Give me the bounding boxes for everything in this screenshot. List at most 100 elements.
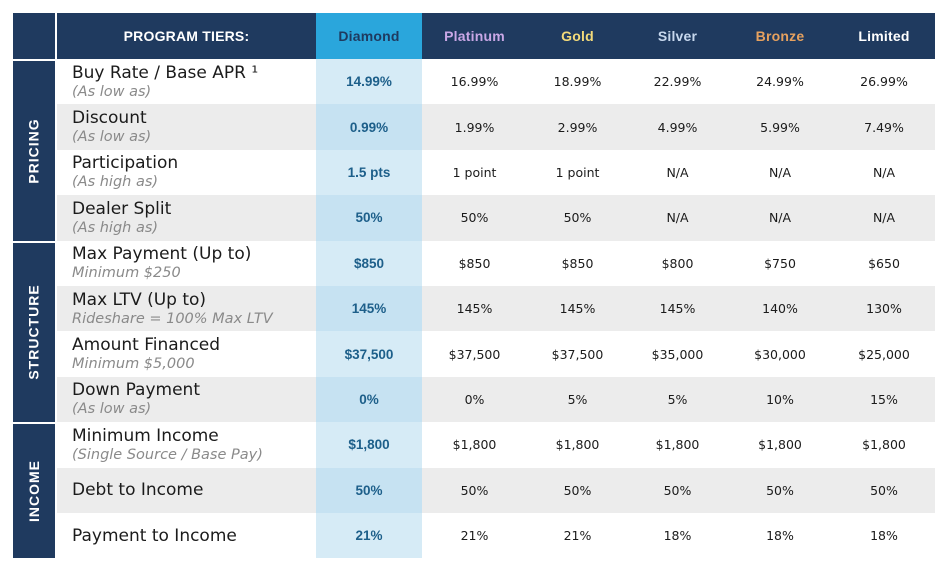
cell-silver: $35,000	[628, 331, 727, 377]
cell-silver: $1,800	[628, 422, 727, 468]
row-label: Debt to Income	[57, 467, 316, 513]
cell-platinum: 50%	[422, 467, 527, 513]
cell-limited: $25,000	[833, 331, 935, 377]
row-label-sub: (As low as)	[72, 129, 152, 146]
table-corner	[13, 13, 57, 59]
cell-limited: N/A	[833, 149, 935, 196]
cell-platinum: $1,800	[422, 422, 527, 468]
cell-limited: $1,800	[833, 422, 935, 468]
row-label-main: Participation	[72, 153, 179, 174]
cell-diamond: $850	[316, 240, 422, 286]
cell-platinum: $37,500	[422, 331, 527, 377]
tier-header-platinum: Platinum	[422, 13, 527, 59]
cell-platinum: 21%	[422, 512, 527, 559]
cell-gold: 18.99%	[527, 59, 628, 105]
row-label-main: Buy Rate / Base APR ¹	[72, 62, 259, 83]
section-label-text: STRUCTURE	[26, 284, 42, 381]
cell-bronze: 50%	[727, 467, 833, 513]
tier-header-bronze: Bronze	[727, 13, 833, 59]
cell-gold: 5%	[527, 376, 628, 423]
cell-limited: 18%	[833, 512, 935, 559]
tier-header-limited: Limited	[833, 13, 935, 59]
row-label: Down Payment (As low as)	[57, 376, 316, 423]
row-label-main: Debt to Income	[72, 480, 204, 501]
cell-bronze: N/A	[727, 195, 833, 241]
row-label: Discount (As low as)	[57, 104, 316, 150]
cell-silver: 22.99%	[628, 59, 727, 105]
cell-diamond: 145%	[316, 285, 422, 332]
section-label-structure: STRUCTURE	[13, 240, 57, 423]
section-label-income: INCOME	[13, 422, 57, 559]
cell-diamond: 0.99%	[316, 104, 422, 150]
cell-silver: $800	[628, 240, 727, 286]
row-label-main: Discount	[72, 108, 147, 129]
cell-silver: N/A	[628, 149, 727, 196]
row-label-main: Max LTV (Up to)	[72, 289, 207, 310]
cell-gold: 50%	[527, 467, 628, 513]
cell-gold: 50%	[527, 195, 628, 241]
cell-platinum: 50%	[422, 195, 527, 241]
cell-gold: 1 point	[527, 149, 628, 196]
section-label-pricing: PRICING	[13, 59, 57, 241]
cell-platinum: 1.99%	[422, 104, 527, 150]
cell-diamond: 50%	[316, 195, 422, 241]
cell-platinum: 1 point	[422, 149, 527, 196]
row-label-sub: (As high as)	[72, 219, 159, 236]
cell-limited: 50%	[833, 467, 935, 513]
tier-header-gold: Gold	[527, 13, 628, 59]
cell-diamond: 14.99%	[316, 59, 422, 105]
cell-limited: 130%	[833, 285, 935, 332]
row-label-sub: (As high as)	[72, 174, 159, 191]
cell-bronze: 10%	[727, 376, 833, 423]
row-label: Amount Financed Minimum $5,000	[57, 331, 316, 377]
cell-platinum: 145%	[422, 285, 527, 332]
cell-limited: N/A	[833, 195, 935, 241]
row-label-main: Amount Financed	[72, 335, 221, 356]
cell-silver: 4.99%	[628, 104, 727, 150]
cell-diamond: $1,800	[316, 422, 422, 468]
cell-limited: $650	[833, 240, 935, 286]
row-label-sub: Minimum $5,000	[72, 356, 195, 373]
cell-gold: 21%	[527, 512, 628, 559]
row-label: Max LTV (Up to) Rideshare = 100% Max LTV	[57, 285, 316, 332]
tier-header-silver: Silver	[628, 13, 727, 59]
cell-limited: 15%	[833, 376, 935, 423]
cell-gold: 2.99%	[527, 104, 628, 150]
row-label: Payment to Income	[57, 512, 316, 559]
cell-gold: $850	[527, 240, 628, 286]
row-label-main: Max Payment (Up to)	[72, 244, 252, 265]
section-label-text: INCOME	[26, 460, 42, 523]
cell-silver: 50%	[628, 467, 727, 513]
row-label-main: Payment to Income	[72, 525, 237, 546]
cell-platinum: $850	[422, 240, 527, 286]
cell-diamond: 1.5 pts	[316, 149, 422, 196]
cell-silver: 145%	[628, 285, 727, 332]
program-tiers-table: PROGRAM TIERS: Diamond Platinum Gold Sil…	[13, 13, 935, 559]
cell-silver: N/A	[628, 195, 727, 241]
row-label: Participation (As high as)	[57, 149, 316, 196]
cell-diamond: 0%	[316, 376, 422, 423]
row-label-sub: Rideshare = 100% Max LTV	[72, 310, 273, 327]
cell-bronze: N/A	[727, 149, 833, 196]
cell-gold: $1,800	[527, 422, 628, 468]
row-label-main: Down Payment	[72, 380, 200, 401]
cell-platinum: 0%	[422, 376, 527, 423]
cell-diamond: $37,500	[316, 331, 422, 377]
cell-gold: $37,500	[527, 331, 628, 377]
cell-bronze: 140%	[727, 285, 833, 332]
row-label-main: Dealer Split	[72, 198, 172, 219]
cell-bronze: 18%	[727, 512, 833, 559]
row-label: Max Payment (Up to) Minimum $250	[57, 240, 316, 286]
cell-bronze: 5.99%	[727, 104, 833, 150]
row-label-sub: (Single Source / Base Pay)	[72, 446, 263, 463]
row-label-sub: Minimum $250	[72, 265, 181, 282]
row-label: Buy Rate / Base APR ¹ (As low as)	[57, 59, 316, 105]
cell-limited: 26.99%	[833, 59, 935, 105]
cell-gold: 145%	[527, 285, 628, 332]
section-label-text: PRICING	[26, 118, 42, 184]
row-label: Dealer Split (As high as)	[57, 195, 316, 241]
cell-bronze: $1,800	[727, 422, 833, 468]
cell-diamond: 21%	[316, 512, 422, 559]
cell-bronze: $30,000	[727, 331, 833, 377]
row-label-main: Minimum Income	[72, 425, 219, 446]
